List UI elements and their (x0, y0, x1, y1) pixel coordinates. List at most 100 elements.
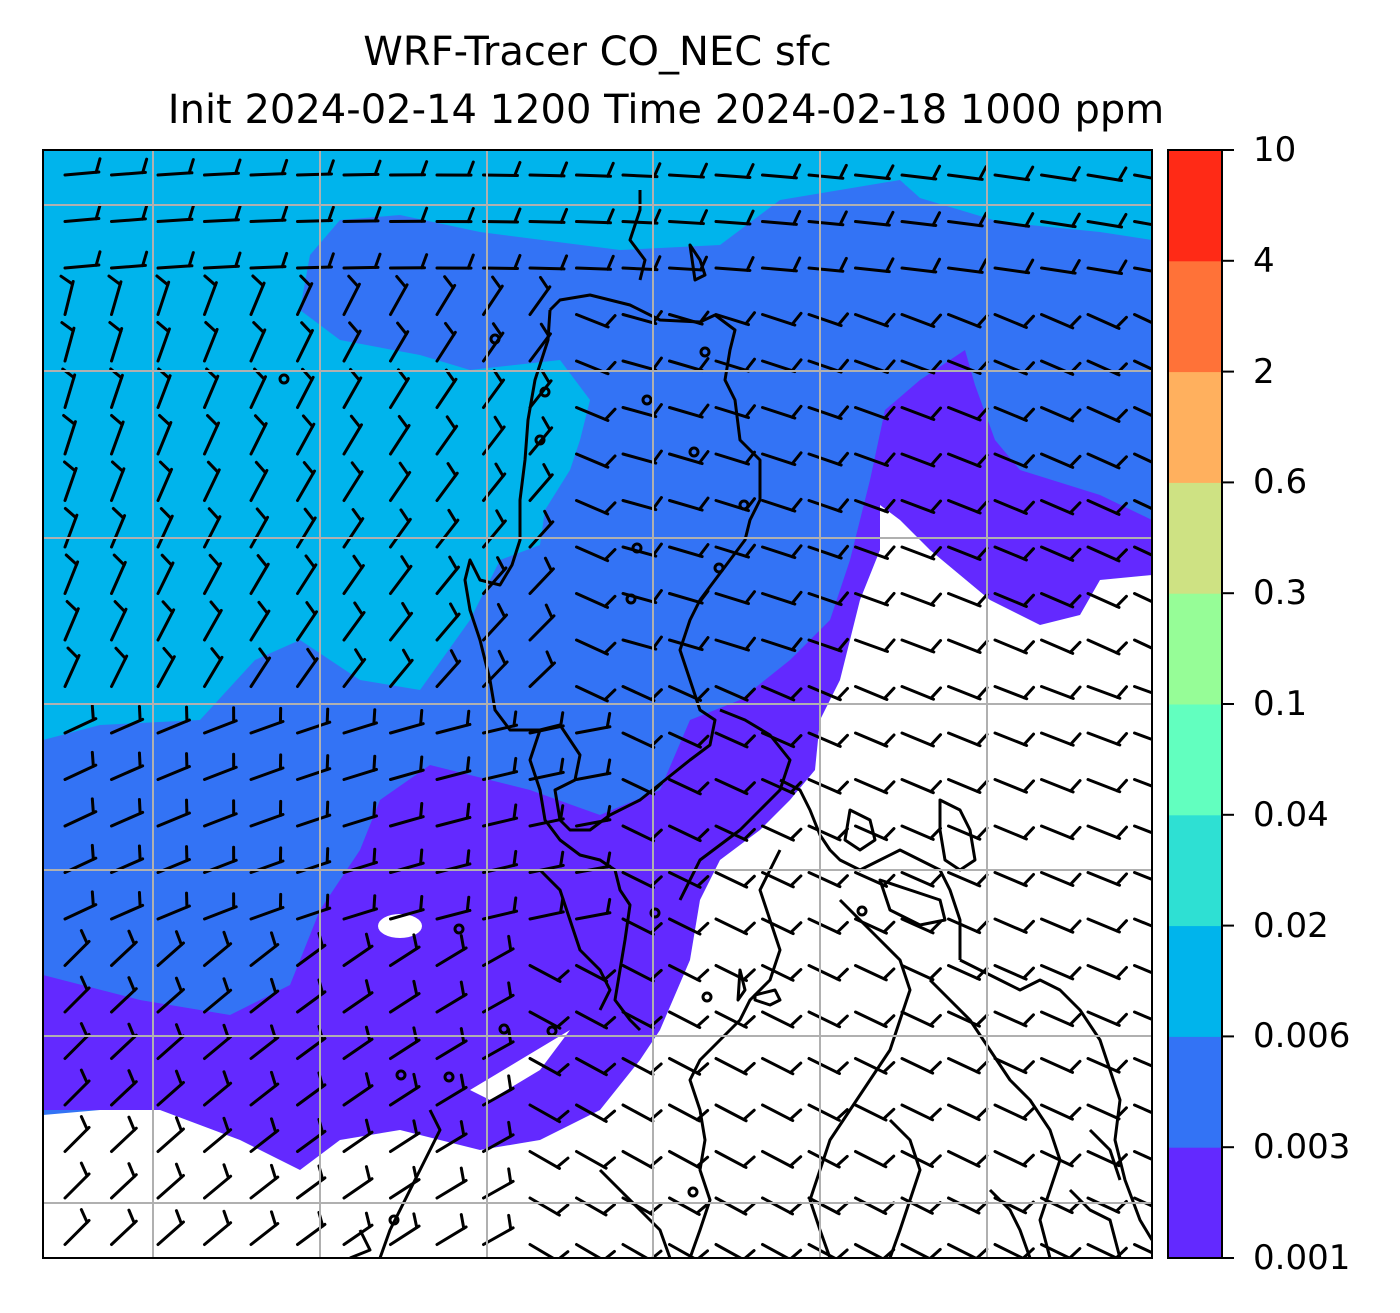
wind-barb (621, 1243, 663, 1258)
wind-barb (854, 257, 895, 274)
wind-barb (900, 871, 942, 888)
wind-barb (528, 275, 552, 316)
wind-barb (342, 801, 378, 828)
wind-barb (249, 799, 285, 828)
wind-barb (993, 824, 1035, 841)
wind-barb (807, 731, 849, 748)
wind-barb (900, 1103, 942, 1122)
wind-barb (854, 405, 896, 421)
wind-barb (249, 274, 266, 316)
wind-barb (900, 164, 942, 181)
wind-barb (482, 207, 522, 224)
wind-barb (807, 1103, 849, 1122)
wind-barb (296, 554, 318, 595)
wind-barb (807, 312, 850, 328)
wind-barb (342, 554, 365, 595)
wind-barb (156, 507, 174, 549)
wind-barb (621, 449, 663, 465)
wind-barb (1086, 499, 1128, 516)
wind-barb (1040, 685, 1082, 700)
wind-barb (1133, 1057, 1152, 1068)
wind-barb (63, 250, 102, 270)
wind-barb (296, 205, 335, 223)
wind-barb (482, 1074, 515, 1107)
wind-barb (389, 1026, 421, 1060)
wind-barb (947, 1057, 989, 1075)
wind-barb (156, 705, 191, 735)
wind-barb (854, 545, 896, 561)
wind-barb (110, 600, 128, 642)
wind-barb (621, 356, 663, 372)
wind-barb (435, 849, 472, 874)
wind-barb (1040, 259, 1081, 275)
wind-barb (296, 647, 319, 688)
wind-barb (575, 685, 617, 703)
wind-barb (249, 600, 271, 642)
wind-barb (947, 406, 989, 422)
wind-barb (947, 871, 989, 888)
wind-barb (854, 1150, 896, 1169)
wind-barb (156, 600, 176, 642)
wind-barb (1040, 964, 1082, 981)
wind-barb (761, 964, 803, 982)
wind-barb (1040, 1150, 1082, 1168)
wind-barb (575, 208, 615, 225)
wind-barb (528, 1010, 570, 1030)
wind-barb (1086, 406, 1128, 423)
wind-barb (575, 1243, 616, 1258)
wind-barb (1040, 871, 1082, 887)
wind-barb (528, 1103, 570, 1124)
wind-barb (947, 258, 988, 274)
wind-barb (156, 930, 185, 967)
colorbar (1167, 149, 1234, 1259)
wind-barb (807, 871, 849, 889)
wind-barb (993, 638, 1035, 655)
wind-barb (435, 1120, 468, 1153)
wind-barb (63, 975, 91, 1014)
wind-barb (63, 1161, 91, 1200)
wind-barb (342, 206, 382, 223)
wind-barb (528, 897, 565, 921)
wind-barb (807, 163, 848, 180)
wind-barb (1133, 917, 1152, 928)
wind-barb (342, 979, 374, 1014)
wind-barb (528, 322, 552, 363)
wind-barb (389, 648, 414, 688)
wind-barb (947, 731, 989, 748)
wind-barb (1086, 1057, 1128, 1074)
wind-barb (575, 711, 612, 735)
wind-barb (63, 750, 98, 781)
map-title-line1: WRF-Tracer CO_NEC sfc (363, 29, 832, 75)
wind-barb (435, 368, 458, 409)
wind-barb (110, 413, 125, 456)
wind-barb (203, 1070, 233, 1107)
wind-barb (249, 1210, 280, 1246)
wind-barb (575, 545, 617, 563)
wind-barb (389, 508, 412, 549)
wind-barb (993, 1010, 1035, 1028)
map-plot-area (43, 150, 1152, 1258)
wind-barb (342, 274, 361, 316)
wind-barb (203, 507, 222, 549)
wind-barb (714, 731, 756, 749)
wind-barb (1133, 592, 1152, 604)
wind-barb (1086, 452, 1128, 470)
wind-barb (714, 357, 756, 373)
wind-barb (807, 544, 850, 560)
wind-barb (296, 893, 332, 921)
wind-barb (249, 321, 267, 363)
wind-barb (389, 979, 421, 1014)
wind-barb (761, 871, 803, 889)
wind-barb (389, 414, 411, 456)
wind-barb (714, 590, 756, 606)
wind-barb (947, 964, 989, 981)
wind-barb (1086, 545, 1128, 563)
wind-barb (482, 1167, 515, 1200)
wind-barb (435, 934, 468, 967)
wind-barb (1133, 964, 1152, 975)
wind-barb (668, 731, 710, 749)
wind-barb (761, 451, 803, 467)
wind-barb (528, 1057, 570, 1077)
wind-barb (156, 646, 176, 688)
